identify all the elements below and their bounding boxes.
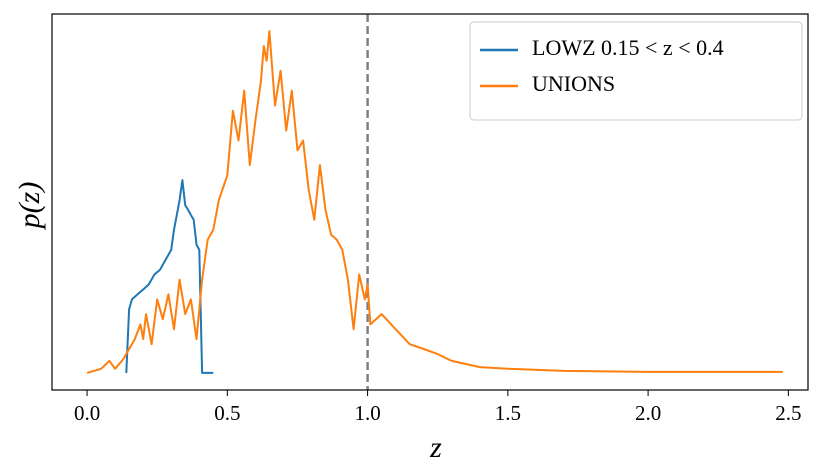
legend-label: LOWZ 0.15 < z < 0.4: [532, 35, 724, 60]
x-tick-label: 2.5: [775, 401, 801, 425]
x-tick-label: 2.0: [635, 401, 661, 425]
x-axis-label: z: [429, 431, 442, 464]
x-tick-label: 0.0: [74, 401, 100, 425]
legend-box: [469, 21, 803, 121]
x-tick-label: 1.0: [354, 401, 380, 425]
y-axis-label: p(z): [13, 182, 46, 231]
data-line: [125, 179, 214, 374]
legend-label: UNIONS: [532, 71, 615, 96]
data-line: [86, 30, 783, 374]
plot-frame: [51, 13, 809, 391]
x-tick-label: 0.5: [214, 401, 240, 425]
x-tick-label: 1.5: [495, 401, 521, 425]
